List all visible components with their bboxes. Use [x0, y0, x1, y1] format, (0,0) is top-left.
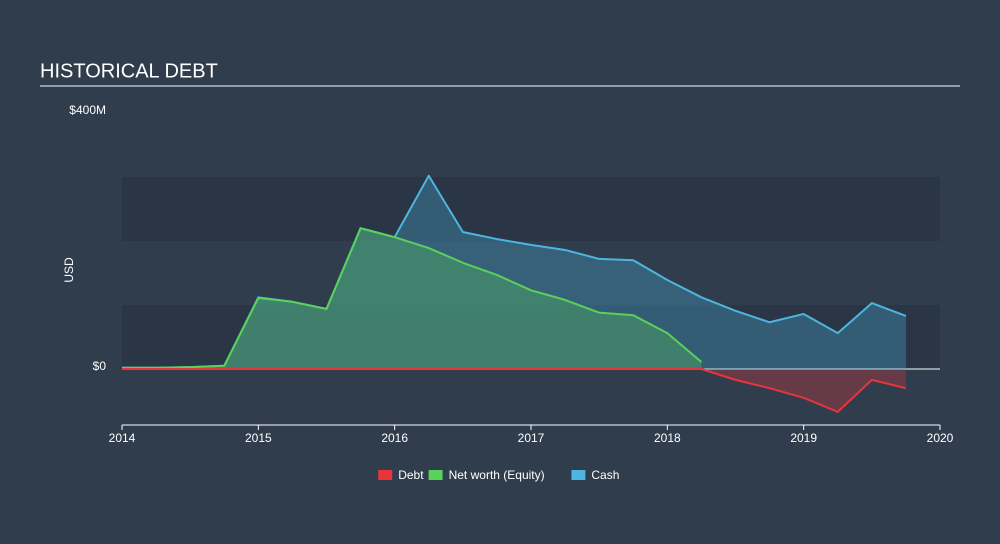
legend-swatch [378, 470, 393, 480]
x-tick-label: 2017 [518, 431, 545, 445]
grid-band [122, 305, 940, 369]
x-tick-label: 2015 [245, 431, 272, 445]
line [122, 227, 703, 369]
grid-band [122, 177, 940, 241]
area [122, 175, 906, 369]
legend-swatch [428, 470, 443, 480]
line [122, 368, 907, 413]
legend-label: Net worth (Equity) [449, 468, 545, 482]
legend-label: Cash [591, 468, 619, 482]
y-tick-label: $0 [93, 359, 107, 373]
area [122, 228, 702, 369]
y-axis-label: USD [62, 257, 76, 283]
x-tick-label: 2016 [381, 431, 408, 445]
y-tick-label: $400M [69, 103, 106, 117]
x-tick-label: 2020 [927, 431, 954, 445]
x-tick-label: 2019 [790, 431, 817, 445]
legend-swatch [571, 470, 586, 480]
legend-label: Debt [398, 468, 424, 482]
x-tick-label: 2014 [109, 431, 136, 445]
chart-title: HISTORICAL DEBT [40, 60, 218, 82]
area [122, 369, 906, 412]
x-tick-label: 2018 [654, 431, 681, 445]
